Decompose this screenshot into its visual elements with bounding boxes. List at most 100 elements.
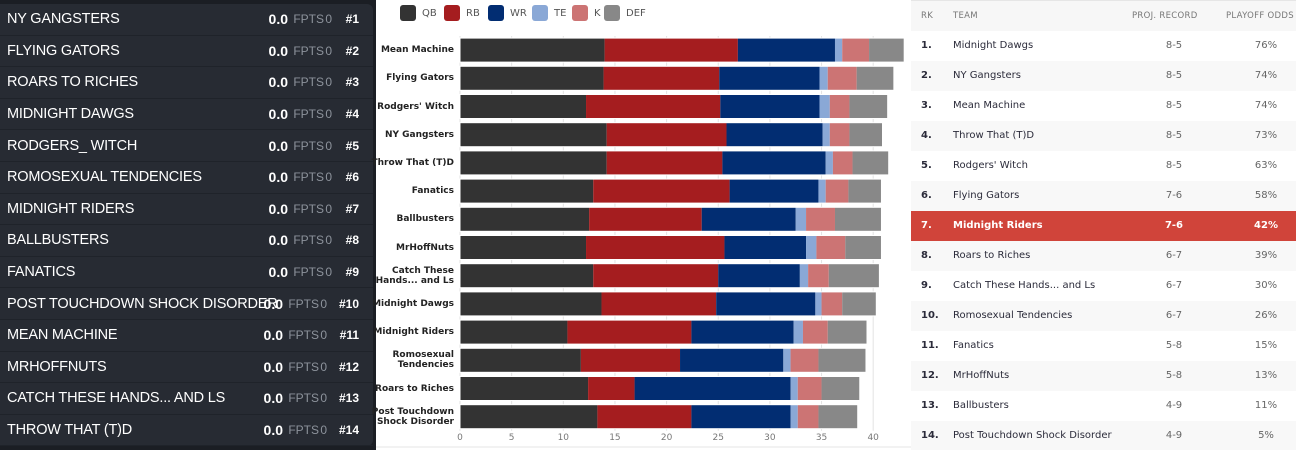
bar-segment-k[interactable] (806, 207, 835, 232)
table-row[interactable]: 10. Romosexual Tendencies 6-7 26% (911, 301, 1296, 331)
bar-segment-qb[interactable] (460, 348, 581, 373)
row-team[interactable]: Romosexual Tendencies (953, 310, 1073, 321)
table-row[interactable]: 8. Roars to Riches 6-7 39% (911, 241, 1296, 271)
row-team[interactable]: Midnight Riders (953, 220, 1043, 231)
bar-segment-qb[interactable] (460, 263, 594, 288)
bar-segment-def[interactable] (842, 291, 877, 316)
table-row[interactable]: 11. Fanatics 5-8 15% (911, 331, 1296, 361)
bar-segment-te[interactable] (815, 291, 822, 316)
team-score-row[interactable]: ROMOSEXUAL TENDENCIES 0.0 FPTS 0 #6 (0, 162, 373, 194)
table-row[interactable]: 6. Flying Gators 7-6 58% (911, 181, 1296, 211)
bar-segment-qb[interactable] (460, 320, 568, 345)
bar-segment-k[interactable] (797, 404, 819, 429)
row-team[interactable]: Throw That (T)D (953, 130, 1035, 141)
bar-segment-te[interactable] (790, 404, 798, 429)
bar-segment-rb[interactable] (593, 263, 719, 288)
bar-segment-qb[interactable] (460, 38, 605, 63)
row-team[interactable]: Flying Gators (953, 190, 1020, 201)
team-score-row[interactable]: FLYING GATORS 0.0 FPTS 0 #2 (0, 36, 373, 68)
bar-segment-def[interactable] (818, 348, 866, 373)
legend-item-def[interactable]: DEF (604, 5, 646, 21)
bar-segment-k[interactable] (802, 320, 828, 345)
bar-segment-wr[interactable] (701, 207, 796, 232)
table-row[interactable]: 4. Throw That (T)D 8-5 73% (911, 121, 1296, 151)
bar-segment-rb[interactable] (586, 235, 725, 260)
bar-segment-wr[interactable] (720, 94, 820, 119)
bar-segment-k[interactable] (816, 235, 846, 260)
bar-segment-qb[interactable] (460, 404, 598, 429)
bar-segment-k[interactable] (790, 348, 819, 373)
bar-segment-wr[interactable] (634, 376, 791, 401)
team-score-row[interactable]: RODGERS_ WITCH 0.0 FPTS 0 #5 (0, 130, 373, 162)
bar-segment-wr[interactable] (726, 122, 823, 147)
bar-segment-te[interactable] (790, 376, 798, 401)
row-team[interactable]: Ballbusters (953, 400, 1009, 411)
bar-segment-k[interactable] (821, 291, 843, 316)
row-team[interactable]: Roars to Riches (953, 250, 1031, 261)
bar-segment-wr[interactable] (691, 320, 794, 345)
team-score-row[interactable]: ROARS TO RICHES 0.0 FPTS 0 #3 (0, 67, 373, 99)
table-row[interactable]: 13. Ballbusters 4-9 11% (911, 391, 1296, 421)
bar-segment-k[interactable] (829, 122, 850, 147)
bar-segment-wr[interactable] (691, 404, 791, 429)
table-row[interactable]: 5. Rodgers' Witch 8-5 63% (911, 151, 1296, 181)
row-team[interactable]: Fanatics (953, 340, 994, 351)
bar-segment-rb[interactable] (603, 66, 720, 91)
team-score-row[interactable]: THROW THAT (T)D 0.0 FPTS 0 #14 (0, 415, 373, 447)
table-row[interactable]: 12. MrHoffNuts 5-8 13% (911, 361, 1296, 391)
bar-segment-rb[interactable] (589, 207, 702, 232)
bar-segment-rb[interactable] (601, 291, 717, 316)
bar-segment-te[interactable] (825, 150, 833, 175)
bar-segment-qb[interactable] (460, 94, 587, 119)
bar-segment-qb[interactable] (460, 122, 607, 147)
bar-segment-def[interactable] (869, 38, 905, 63)
bar-segment-wr[interactable] (716, 291, 816, 316)
bar-segment-wr[interactable] (722, 150, 826, 175)
bar-segment-qb[interactable] (460, 179, 594, 204)
legend-item-k[interactable]: K (572, 5, 601, 21)
team-score-row[interactable]: MIDNIGHT RIDERS 0.0 FPTS 0 #7 (0, 194, 373, 226)
bar-segment-def[interactable] (848, 179, 882, 204)
row-team[interactable]: MrHoffNuts (953, 370, 1010, 381)
bar-segment-def[interactable] (821, 376, 860, 401)
table-row[interactable]: 2. NY Gangsters 8-5 74% (911, 61, 1296, 91)
bar-segment-def[interactable] (849, 94, 888, 119)
bar-segment-def[interactable] (852, 150, 889, 175)
header-team[interactable]: TEAM (953, 11, 978, 21)
bar-segment-def[interactable] (828, 263, 880, 288)
header-proj-record[interactable]: PROJ. RECORD (1132, 11, 1198, 21)
legend-item-rb[interactable]: RB (444, 5, 480, 21)
bar-segment-te[interactable] (819, 66, 828, 91)
bar-segment-te[interactable] (822, 122, 830, 147)
bar-segment-qb[interactable] (460, 66, 604, 91)
team-score-row[interactable]: POST TOUCHDOWN SHOCK DISORDER 0.0 FPTS 0 #10 (0, 288, 373, 320)
bar-segment-rb[interactable] (586, 94, 721, 119)
team-score-row[interactable]: MRHOFFNUTS 0.0 FPTS 0 #12 (0, 352, 373, 384)
team-score-row[interactable]: NY GANGSTERS 0.0 FPTS 0 #1 (0, 4, 373, 36)
bar-segment-k[interactable] (797, 376, 822, 401)
bar-segment-k[interactable] (832, 150, 853, 175)
header-playoff-odds[interactable]: PLAYOFF ODDS (1226, 11, 1294, 21)
team-score-row[interactable]: MEAN MACHINE 0.0 FPTS 0 #11 (0, 320, 373, 352)
bar-segment-def[interactable] (827, 320, 868, 345)
bar-segment-rb[interactable] (606, 150, 723, 175)
bar-segment-te[interactable] (818, 179, 826, 204)
bar-segment-rb[interactable] (597, 404, 692, 429)
bar-segment-wr[interactable] (729, 179, 819, 204)
legend-item-qb[interactable]: QB (400, 5, 437, 21)
bar-segment-wr[interactable] (680, 348, 784, 373)
row-team[interactable]: Post Touchdown Shock Disorder (953, 430, 1112, 441)
bar-segment-qb[interactable] (460, 235, 587, 260)
bar-segment-te[interactable] (806, 235, 817, 260)
bar-segment-wr[interactable] (719, 66, 820, 91)
bar-segment-def[interactable] (849, 122, 883, 147)
bar-segment-def[interactable] (834, 207, 882, 232)
legend-item-wr[interactable]: WR (488, 5, 527, 21)
row-team[interactable]: Rodgers' Witch (953, 160, 1028, 171)
table-row[interactable]: 1. Midnight Dawgs 8-5 76% (911, 31, 1296, 61)
table-row-highlighted[interactable]: 7. Midnight Riders 7-6 42% (911, 211, 1296, 241)
row-team[interactable]: Mean Machine (953, 100, 1026, 111)
bar-segment-te[interactable] (793, 320, 803, 345)
row-team[interactable]: Midnight Dawgs (953, 40, 1034, 51)
table-row[interactable]: 3. Mean Machine 8-5 74% (911, 91, 1296, 121)
